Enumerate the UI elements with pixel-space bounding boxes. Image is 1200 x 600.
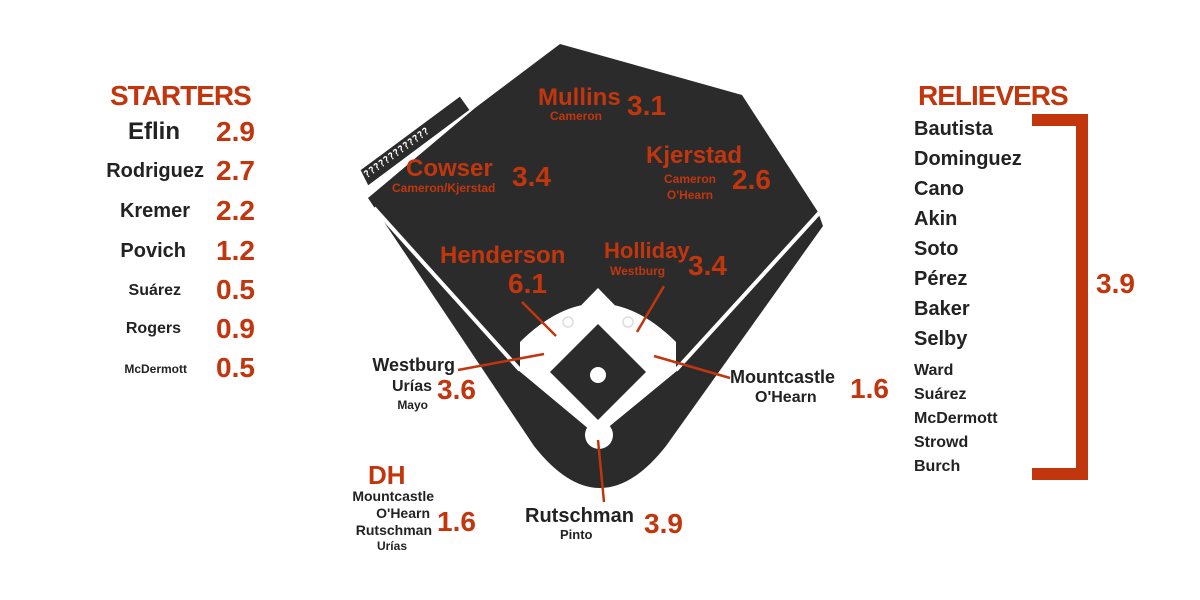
rf-backup: O'Hearn (666, 188, 714, 202)
starter-name: Rodriguez (106, 160, 204, 182)
reliever-name: Selby (914, 328, 968, 350)
reliever-name: McDermott (914, 410, 998, 427)
2b-pointer (635, 285, 666, 333)
lf-name: Cowser (406, 155, 493, 182)
starter-name: McDermott (124, 362, 187, 376)
reliever-name: Cano (914, 178, 964, 200)
2b-name: Holliday (604, 238, 690, 263)
lf-backup: Cameron/Kjerstad (392, 181, 496, 195)
dh-name: Mountcastle (352, 488, 434, 504)
reliever-name: Akin (914, 208, 958, 230)
ss-pointer (521, 301, 557, 337)
starter-value: 0.9 (216, 313, 255, 344)
reliever-name: Strowd (914, 434, 969, 451)
3b-backup: Mayo (397, 398, 428, 412)
pitchers-mound (590, 367, 606, 383)
starter-name: Kremer (119, 200, 190, 222)
ss-name: Henderson (440, 242, 566, 269)
rf-name: Kjerstad (646, 142, 743, 169)
starter-value: 2.7 (216, 155, 255, 186)
scoreboard-icon (359, 95, 471, 187)
starter-name: Eflin (128, 118, 180, 145)
1b-pointer (653, 354, 731, 380)
starter-value: 0.5 (216, 274, 255, 305)
starter-value: 2.9 (216, 116, 255, 147)
starters-heading: STARTERS (110, 80, 252, 111)
2b-backup: Westburg (610, 264, 666, 278)
lf-value: 3.4 (512, 161, 551, 192)
relievers-value: 3.9 (1096, 268, 1135, 299)
starter-value: 1.2 (216, 235, 255, 266)
rf-backup: Cameron (663, 172, 716, 186)
relievers-heading: RELIEVERS (918, 80, 1069, 111)
home-plate-area (585, 421, 613, 449)
dh-name: O'Hearn (376, 505, 430, 521)
2b-value: 3.4 (688, 250, 727, 281)
rf-value: 2.6 (732, 164, 771, 195)
reliever-name: Suárez (914, 386, 967, 403)
reliever-name: Pérez (914, 268, 968, 290)
3b-backup: Urías (391, 378, 432, 395)
ss-value: 6.1 (508, 268, 547, 299)
1b-backup: O'Hearn (755, 389, 817, 406)
cf-value: 3.1 (627, 90, 666, 121)
starter-name: Suárez (128, 282, 181, 299)
c-backup: Pinto (560, 527, 593, 542)
dh-name: Urías (376, 539, 407, 553)
reliever-name: Ward (914, 362, 954, 379)
3b-pointer (457, 352, 545, 372)
reliever-name: Bautista (914, 118, 993, 140)
starter-name: Povich (120, 240, 186, 262)
outfield-shape (368, 44, 823, 488)
3b-value: 3.6 (437, 374, 476, 405)
starter-value: 2.2 (216, 195, 255, 226)
c-name: Rutschman (525, 505, 634, 527)
3b-name: Westburg (372, 355, 455, 375)
dh-heading: DH (368, 460, 406, 490)
cf-backup: Cameron (550, 109, 603, 123)
c-value: 3.9 (644, 508, 683, 539)
1b-name: Mountcastle (730, 367, 836, 387)
c-pointer (596, 439, 606, 503)
reliever-name: Soto (914, 238, 959, 260)
reliever-name: Dominguez (914, 148, 1022, 170)
relievers-bracket (1032, 114, 1088, 480)
dh-value: 1.6 (437, 506, 476, 537)
1b-value: 1.6 (850, 373, 889, 404)
dh-name: Rutschman (355, 522, 432, 538)
starter-value: 0.5 (216, 352, 255, 383)
cf-name: Mullins (538, 84, 621, 111)
reliever-name: Baker (914, 298, 970, 320)
starter-name: Rogers (125, 320, 181, 337)
reliever-name: Burch (914, 458, 961, 475)
